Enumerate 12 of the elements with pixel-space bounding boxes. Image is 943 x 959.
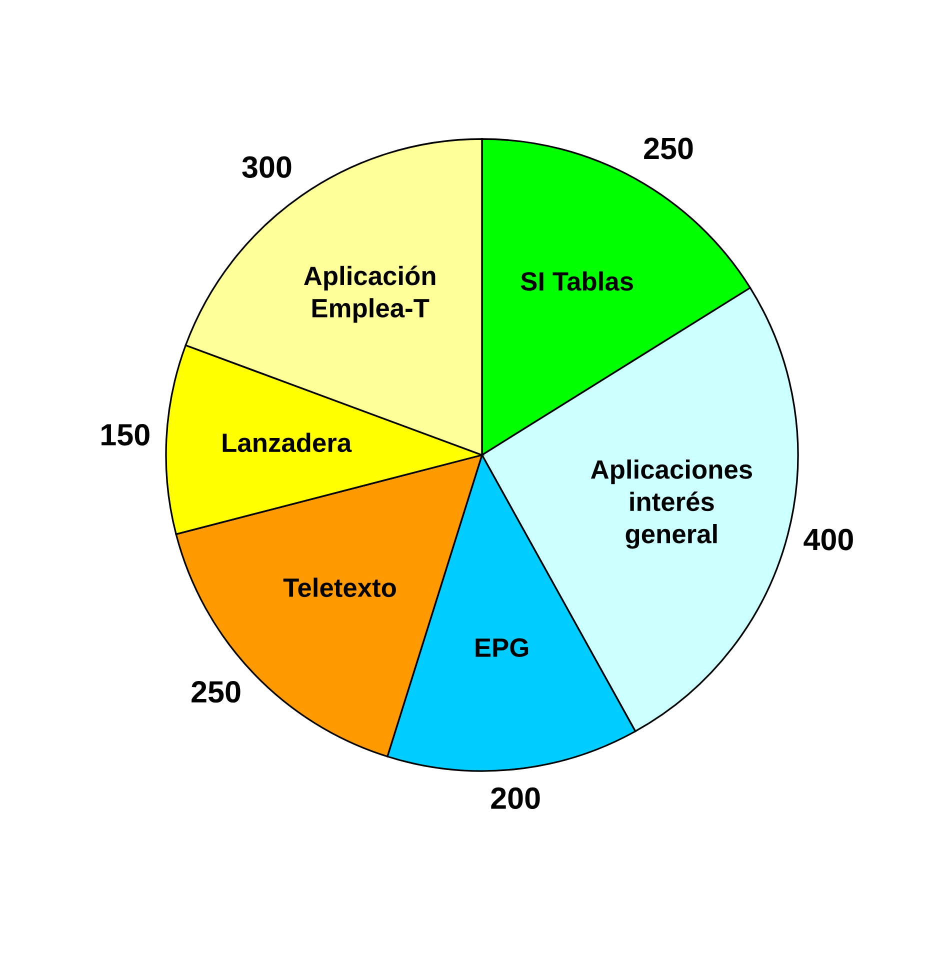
slice-label: Teletexto	[283, 578, 396, 598]
data-label: 150	[102, 424, 150, 446]
data-label: 250	[192, 681, 240, 703]
slice-label: Lanzadera	[222, 432, 352, 452]
data-label: 400	[804, 528, 853, 550]
data-label: 250	[644, 138, 693, 160]
slice-label: Aplicaciones interés general	[590, 460, 752, 549]
slice-label: Aplicación Emplea-T	[304, 266, 436, 323]
slice-label: EPG	[476, 638, 528, 657]
slice-label: SI Tablas	[520, 271, 633, 291]
data-label: 300	[242, 156, 292, 178]
data-label: 200	[491, 787, 540, 810]
